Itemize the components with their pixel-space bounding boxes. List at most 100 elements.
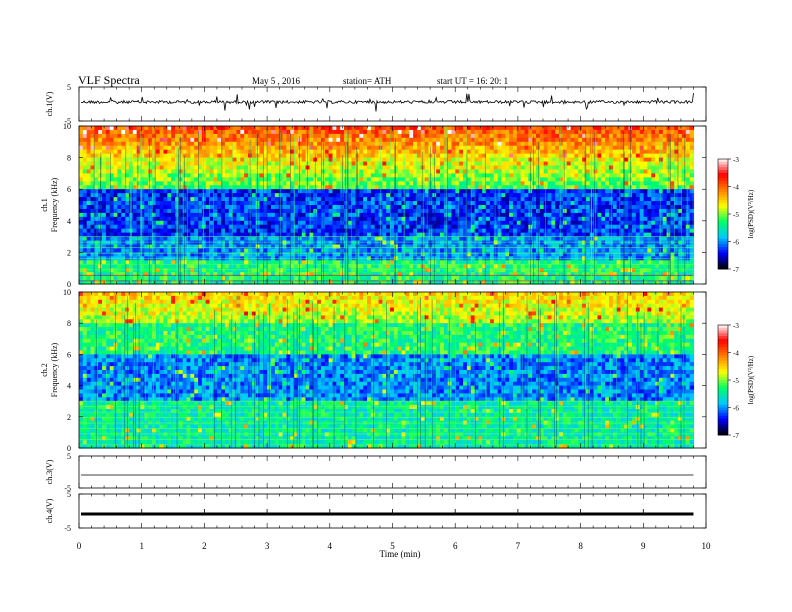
spectrogram-cell (486, 165, 491, 171)
spectrogram-cell (367, 181, 372, 186)
spectrogram-cell (470, 189, 476, 194)
spectrogram-cell (309, 232, 314, 238)
spectrogram-cell (244, 212, 249, 218)
spectrogram-cell (585, 197, 591, 202)
spectrogram-cell (117, 232, 122, 238)
spectrogram-cell (651, 220, 656, 226)
spectrogram-cell (612, 201, 618, 206)
spectrogram-cell (393, 197, 399, 202)
spectrogram-cell (282, 173, 287, 178)
spectrogram-cell (582, 193, 587, 198)
spectrogram-cell (505, 137, 510, 143)
spectrogram-cell (459, 149, 464, 155)
spectrogram-cell (532, 205, 537, 210)
spectrogram-cell (136, 236, 142, 242)
spectrogram-cell (363, 216, 368, 222)
spectrogram-cell (324, 145, 330, 151)
spectrogram-cell (574, 181, 579, 186)
spectrogram-cell (221, 157, 226, 163)
spectrogram-cell (489, 208, 495, 214)
spectrogram-cell (459, 145, 464, 151)
spectrogram-cell (551, 224, 556, 230)
spectrogram-cell (428, 133, 433, 139)
spectrogram-cell (343, 208, 349, 214)
spectrogram-cell (163, 165, 168, 171)
spectrogram-cell (186, 189, 191, 194)
spectrogram-cell (624, 224, 629, 230)
spectrogram-cell (474, 169, 479, 174)
spectrogram-cell (582, 149, 587, 155)
spectrogram-cell (244, 145, 249, 151)
spectrogram-cell (681, 193, 687, 198)
spectrogram-cell (593, 236, 599, 242)
spectrogram-cell (409, 197, 414, 202)
spectrogram-cell (102, 228, 107, 234)
spectrogram-cell (217, 236, 222, 242)
spectrogram-cell (355, 165, 360, 171)
spectrogram-cell (689, 193, 695, 198)
spectrogram-cell (374, 145, 380, 151)
spectrogram-cell (171, 220, 176, 226)
spectrogram-cell (524, 197, 529, 202)
spectrogram-cell (301, 145, 307, 151)
spectrogram-cell (570, 165, 576, 171)
spectrogram-cell (486, 161, 491, 167)
spectrogram-cell (466, 153, 472, 159)
spectrogram-cell (209, 165, 215, 171)
spectrogram-cell (224, 201, 230, 206)
spectrogram-cell (98, 129, 103, 135)
spectrogram-cell (635, 185, 641, 190)
spectrogram-cell (105, 185, 111, 190)
spectrogram-cell (451, 216, 456, 222)
spectrogram-cell (359, 244, 364, 250)
spectrogram-cell (493, 201, 499, 206)
spectrogram-cell (155, 236, 161, 242)
spectrogram-cell (217, 224, 222, 230)
spectrogram-cell (605, 220, 610, 226)
spectrogram-cell (90, 212, 95, 218)
spectrogram-cell (309, 193, 314, 198)
spectrogram-cell (459, 165, 464, 171)
spectrogram-cell (505, 165, 510, 171)
spectrogram-cell (209, 216, 215, 222)
spectrogram-cell (643, 173, 648, 178)
spectrogram-cell (416, 173, 422, 178)
spectrogram-cell (393, 185, 399, 190)
spectrogram-cell (555, 185, 560, 190)
spectrogram-cell (547, 201, 552, 206)
spectrogram-cell (562, 224, 568, 230)
spectrogram-cell (463, 193, 468, 198)
spectrogram-cell (597, 133, 602, 139)
spectrogram-cell (616, 153, 622, 159)
spectrogram-cell (155, 228, 161, 234)
spectrogram-cell (470, 157, 476, 163)
spectrogram-cell (194, 157, 199, 163)
spectrogram-cell (393, 216, 399, 222)
spectrogram-cell (201, 232, 207, 238)
spectrogram-cell (251, 236, 257, 242)
spectrogram-cell (413, 141, 418, 147)
spectrogram-cell (340, 149, 345, 155)
spectrogram-cell (274, 189, 280, 194)
spectrogram-cell (359, 165, 364, 171)
spectrogram-cell (651, 149, 656, 155)
spectrogram-cell (543, 149, 549, 155)
spectrogram-cell (294, 189, 299, 194)
spectrogram-cell (416, 220, 422, 226)
spectrogram-cell (159, 126, 165, 131)
spectrogram-cell (198, 216, 203, 222)
spectrogram-cell (440, 228, 445, 234)
spectrogram-cell (90, 197, 95, 202)
spectrogram-cell (409, 173, 414, 178)
spectrogram-cell (167, 169, 172, 174)
spectrogram-cell (297, 212, 303, 218)
spectrogram-cell (616, 141, 622, 147)
spectrogram-cell (201, 189, 207, 194)
spectrogram-cell (94, 201, 99, 206)
spectrogram-cell (555, 189, 560, 194)
spectrogram-cell (647, 173, 652, 178)
spectrogram-cell (151, 141, 157, 147)
spectrogram-cell (562, 169, 568, 174)
spectrogram-cell (409, 129, 414, 135)
spectrogram-cell (351, 193, 357, 198)
